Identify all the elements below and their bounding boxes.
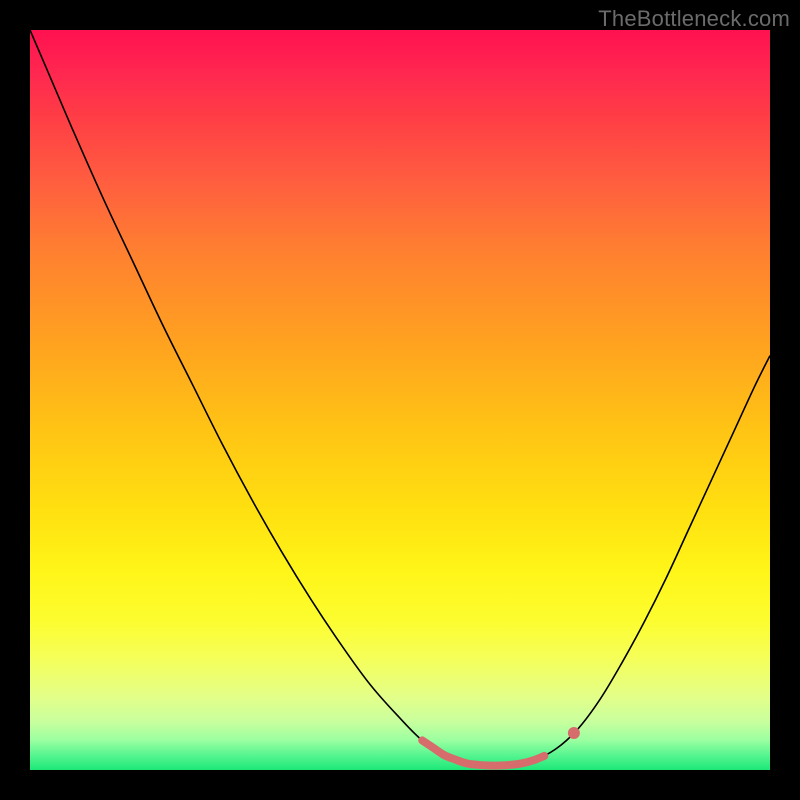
isolated-marker-dot bbox=[568, 727, 580, 739]
watermark-text: TheBottleneck.com bbox=[598, 6, 790, 32]
gradient-background bbox=[30, 30, 770, 770]
bottleneck-chart: TheBottleneck.com bbox=[0, 0, 800, 800]
plot-svg bbox=[0, 0, 800, 800]
